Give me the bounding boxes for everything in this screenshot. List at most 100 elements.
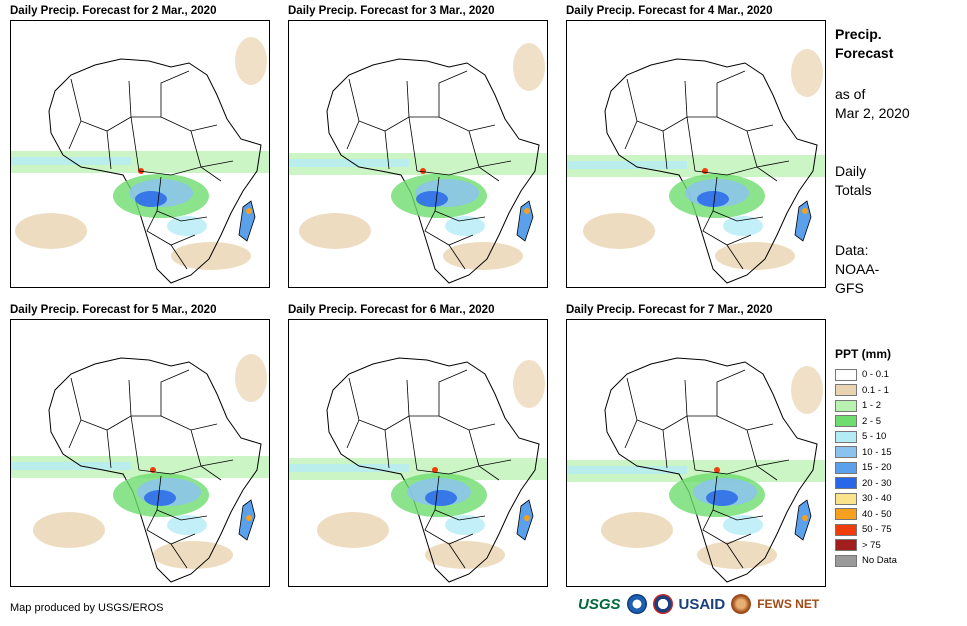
asof-line: as of [835,86,866,102]
panel-title: Daily Precip. Forecast for 2 Mar., 2020 [10,5,217,17]
legend-label: 30 - 40 [862,493,892,505]
forecast-panel-6-mar: Daily Precip. Forecast for 6 Mar., 2020 [288,303,550,587]
country-border [438,70,468,117]
country-border [384,429,390,469]
precip-area [425,490,457,506]
precip-map [288,20,548,288]
country-border [408,116,418,172]
usgs-logo: USGS [578,595,621,613]
heavy-rain-spot [802,208,808,214]
country-border [726,543,744,569]
legend-swatch [835,461,857,474]
africa-outline [604,58,818,284]
rain-band [11,157,131,165]
sidebar-heading: Precip. Forecast [835,25,893,63]
usaid-seal [652,594,673,614]
legend-label: No Data [862,555,897,567]
precip-map [288,319,548,587]
legend-swatch [835,539,857,552]
country-border [684,80,688,118]
africa-map-svg [289,320,547,586]
country-border [438,369,468,416]
legend-item: 40 - 50 [835,507,897,523]
legend-item: 1 - 2 [835,398,897,414]
light-rain-area [791,49,823,97]
legend-item: 0.1 - 1 [835,383,897,399]
data-line: Data: [835,242,869,258]
legend-item: 50 - 75 [835,522,897,538]
daily-line: Daily [835,163,867,179]
rain-band [567,161,687,169]
legend-title: PPT (mm) [835,347,892,361]
africa-map-svg [11,320,269,586]
country-border [694,465,778,481]
light-rain-area [583,213,655,249]
light-rain-area [33,512,105,548]
country-border [156,176,208,222]
precip-map [566,319,826,587]
legend-swatch [835,399,857,412]
noaa-logo [626,594,647,614]
light-rain-area [317,512,389,548]
rain-band [567,155,825,177]
map-background [567,320,825,586]
country-border [200,459,234,467]
africa-outline [48,58,262,284]
country-border [160,70,190,117]
country-border [662,130,668,170]
country-border [138,166,222,182]
country-border [702,210,752,246]
legend-item: 20 - 30 [835,476,897,492]
heavy-rain-spot [524,208,530,214]
asof-date: Mar 2, 2020 [835,105,910,121]
rain-band [289,159,409,167]
country-border [712,176,764,222]
heading-line: Precip. [835,26,882,42]
heavy-rain-spot [246,515,252,521]
country-border [662,429,668,469]
legend-label: 10 - 15 [862,446,892,458]
country-border [106,429,112,469]
precip-map [10,20,270,288]
country-border [146,210,196,246]
legend-swatch [835,368,857,381]
sidebar-data-source: Data: NOAA- GFS [835,241,879,298]
rain-band [289,464,409,472]
panel-title: Daily Precip. Forecast for 6 Mar., 2020 [288,304,495,316]
legend-label: 50 - 75 [862,524,892,536]
light-rain-area [15,213,87,249]
panel-title: Daily Precip. Forecast for 3 Mar., 2020 [288,5,495,17]
rain-band [289,458,547,480]
forecast-panel-4-mar: Daily Precip. Forecast for 4 Mar., 2020 [566,4,828,288]
rain-band [11,456,269,478]
heavy-rain-spot [246,208,252,214]
legend-swatch [835,384,857,397]
country-border [406,379,410,417]
sidebar-daily-totals: Daily Totals [835,162,872,200]
fews-net-globe [731,594,752,614]
country-border [156,475,208,521]
legend-item: 30 - 40 [835,491,897,507]
country-border [716,369,746,416]
legend-label: 0 - 0.1 [862,369,889,381]
forecast-panel-2-mar: Daily Precip. Forecast for 2 Mar., 2020 [10,4,272,288]
country-border [726,244,744,270]
legend-label: 20 - 30 [862,477,892,489]
country-border [68,419,82,449]
daily-line: Totals [835,182,872,198]
country-border [424,210,474,246]
panel-title: Daily Precip. Forecast for 7 Mar., 2020 [566,304,773,316]
precip-area [416,191,448,207]
precip-area [697,191,729,207]
light-rain-area [425,541,505,569]
light-rain-area [791,366,823,414]
country-border [756,459,790,467]
light-rain-area [235,354,267,402]
forecast-panel-5-mar: Daily Precip. Forecast for 5 Mar., 2020 [10,303,272,587]
legend-swatch [835,508,857,521]
country-border [416,465,500,481]
country-border [128,80,132,118]
precip-area [723,216,763,236]
country-border [190,429,202,467]
africa-outline [326,58,540,284]
